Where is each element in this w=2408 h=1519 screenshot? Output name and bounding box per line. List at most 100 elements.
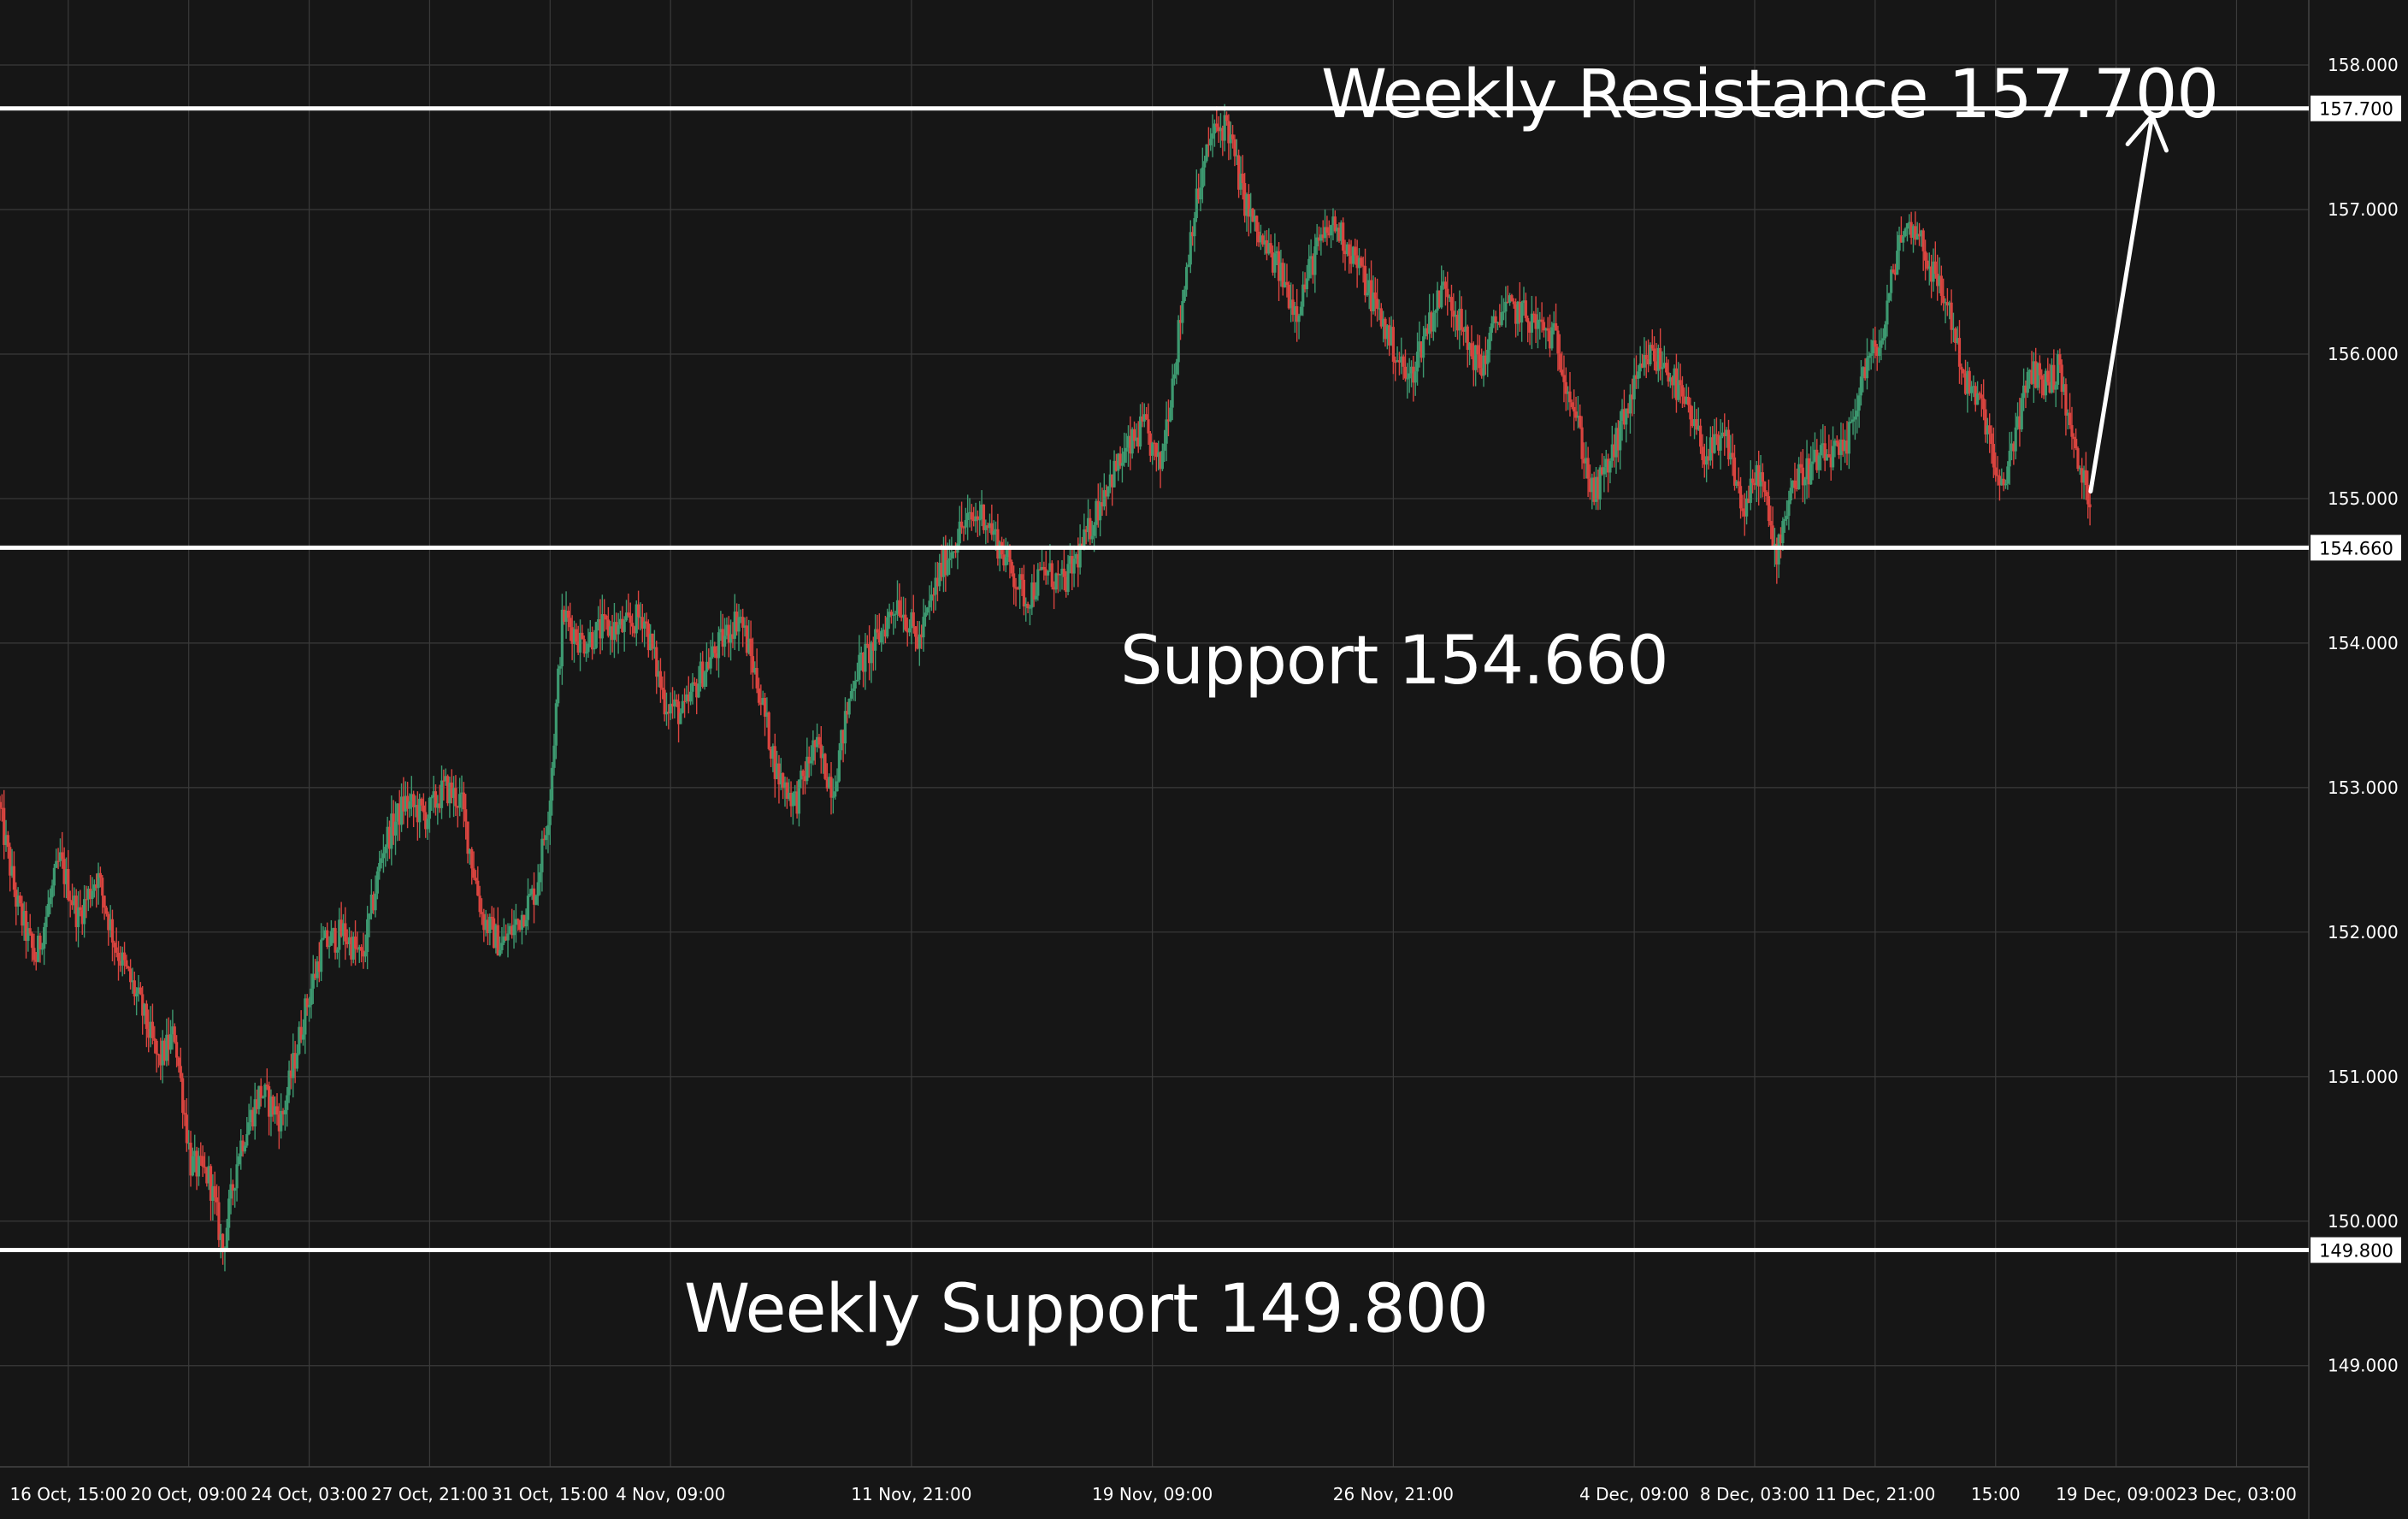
candle-body: [1945, 302, 1949, 306]
candle-body: [70, 901, 74, 906]
candle-body: [444, 776, 447, 782]
candle-body: [1166, 419, 1171, 422]
candle-body: [85, 899, 88, 901]
candle-body: [587, 643, 590, 653]
candle-body: [338, 919, 341, 950]
candle-body: [1765, 492, 1768, 497]
candle-body: [1783, 518, 1786, 522]
candle-body: [970, 511, 973, 520]
candle-body: [67, 869, 70, 901]
candle-body: [1905, 222, 1909, 229]
candle-body: [895, 600, 900, 614]
candle-body: [2026, 371, 2029, 393]
candle-body: [1373, 292, 1377, 299]
candle-body: [1494, 316, 1497, 323]
candle-body: [657, 671, 660, 677]
candle-body: [591, 632, 594, 650]
candle-body: [705, 661, 709, 672]
candle-body: [1195, 188, 1198, 219]
candle-body: [50, 885, 54, 898]
candle-body: [974, 516, 977, 522]
candle-body: [301, 1034, 305, 1040]
candle-body: [1357, 257, 1361, 269]
candle-body: [1911, 226, 1915, 238]
candle-body: [569, 618, 572, 628]
candle-body: [1030, 582, 1034, 608]
candle-body: [1349, 256, 1353, 264]
candle-body: [320, 939, 323, 972]
candle-body: [2000, 478, 2004, 486]
candle-body: [1835, 440, 1838, 443]
candle-body: [953, 551, 958, 553]
candle-body: [468, 848, 471, 854]
candle-body: [2064, 384, 2068, 416]
candle-body: [759, 702, 763, 705]
candle-body: [731, 634, 735, 639]
candle-body: [293, 1053, 297, 1069]
candle-body: [55, 860, 58, 868]
candle-body: [1092, 524, 1096, 536]
candle-body: [1406, 378, 1409, 380]
candle-body: [1988, 425, 1992, 434]
candle-body: [1767, 496, 1771, 522]
candle-body: [1731, 452, 1734, 458]
candle-body: [1271, 252, 1275, 273]
candle-body: [1781, 521, 1785, 544]
candle-body: [1512, 301, 1515, 304]
candle-body: [1372, 292, 1375, 311]
candle-body: [757, 688, 761, 703]
candle-body: [767, 712, 770, 749]
candle-body: [1518, 301, 1521, 323]
candle-body: [1771, 525, 1774, 547]
candle-body: [1644, 355, 1648, 359]
candle-body: [329, 931, 333, 946]
candle-body: [1367, 280, 1371, 293]
candle-body: [1231, 134, 1235, 139]
candle-body: [398, 803, 401, 825]
candle-body: [283, 1109, 286, 1114]
candle-body: [603, 614, 606, 616]
candle-body: [1632, 375, 1636, 399]
candle-body: [76, 907, 80, 927]
candle-body: [396, 803, 399, 822]
candle-body: [1743, 511, 1746, 517]
candle-body: [771, 746, 775, 759]
candle-body: [1354, 246, 1357, 256]
candle-body: [1239, 174, 1242, 190]
candle-body: [676, 701, 681, 724]
candle-body: [131, 980, 134, 983]
candle-body: [1508, 295, 1512, 303]
candle-body: [1095, 500, 1098, 525]
candle-body: [520, 914, 524, 930]
candle-body: [1897, 234, 1901, 251]
candle-body: [393, 821, 398, 836]
candle-body: [918, 634, 921, 649]
candle-body: [1994, 467, 1998, 476]
candle-body: [1024, 604, 1028, 607]
candle-body: [1056, 573, 1059, 576]
candle-body: [1101, 502, 1104, 507]
candle-body: [1954, 328, 1957, 343]
candle-body: [1701, 446, 1704, 460]
candle-body: [629, 615, 632, 624]
candle-body: [831, 796, 835, 798]
candle-body: [1126, 435, 1130, 448]
candle-body: [1544, 328, 1548, 331]
candle-body: [1384, 318, 1387, 340]
candle-body: [213, 1185, 216, 1197]
candle-body: [175, 1042, 179, 1058]
candle-body: [763, 698, 767, 717]
candle-body: [1414, 371, 1417, 383]
candle-body: [922, 617, 925, 638]
candle-body: [1046, 570, 1050, 576]
candle-body: [1729, 452, 1732, 460]
candle-body: [1588, 478, 1592, 493]
candle-body: [835, 781, 839, 792]
candle-body: [532, 888, 536, 905]
candle-body: [563, 609, 566, 622]
candle-body: [1914, 226, 1917, 240]
candle-body: [1141, 416, 1144, 422]
candle-body: [797, 779, 801, 814]
candle-body: [1732, 457, 1737, 486]
candle-body: [243, 1145, 247, 1152]
